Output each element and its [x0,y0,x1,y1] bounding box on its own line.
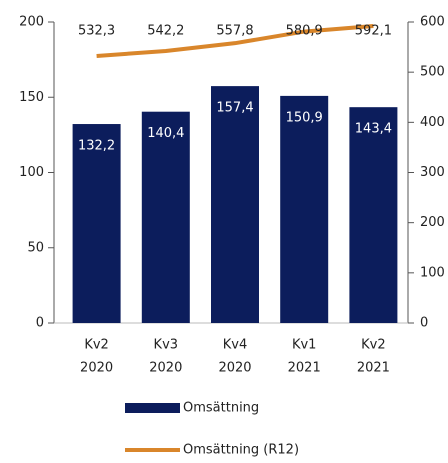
x-tick-label: 2021 [288,361,321,376]
line-label: 532,3 [78,24,115,39]
bar-label: 132,2 [78,139,115,154]
y2-tick-label: 100 [420,265,445,280]
bar [349,107,398,323]
line [96,23,374,58]
y-tick-label: 150 [19,90,44,105]
x-tick-label: 2020 [149,361,182,376]
line-label: 592,1 [355,24,392,39]
y-tick-label: 200 [19,15,44,30]
x-tick-label: 2020 [218,361,251,376]
y2-tick-label: 600 [420,15,445,30]
bar [141,111,190,323]
line-label: 557,8 [216,24,253,39]
y-tick-label: 100 [19,165,44,180]
line-label: 542,2 [147,24,184,39]
y2-tick-label: 500 [420,65,445,80]
y2-tick-label: 400 [420,115,445,130]
bar-label: 143,4 [355,122,392,137]
x-tick-label: Kv2 [361,338,386,353]
y2-tick-label: 0 [420,316,428,331]
bar-label: 150,9 [286,110,323,125]
y2-tick-label: 200 [420,215,445,230]
bar [211,86,259,323]
bar [280,95,329,323]
x-tick-label: 2021 [357,361,390,376]
x-tick-label: Kv1 [292,338,317,353]
line-label: 580,9 [286,24,323,39]
legend-swatch [125,403,180,413]
bar [72,124,121,323]
x-tick-label: Kv4 [223,338,248,353]
x-tick-label: Kv3 [154,338,179,353]
legend-label: Omsättning [183,401,259,416]
x-tick-label: 2020 [80,361,113,376]
bar-label: 140,4 [147,126,184,141]
y-tick-label: 0 [36,316,44,331]
legend-label: Omsättning (R12) [183,443,299,458]
y-tick-label: 50 [27,240,44,255]
x-tick-label: Kv2 [84,338,109,353]
bar-label: 157,4 [216,101,253,116]
y2-tick-label: 300 [420,165,445,180]
